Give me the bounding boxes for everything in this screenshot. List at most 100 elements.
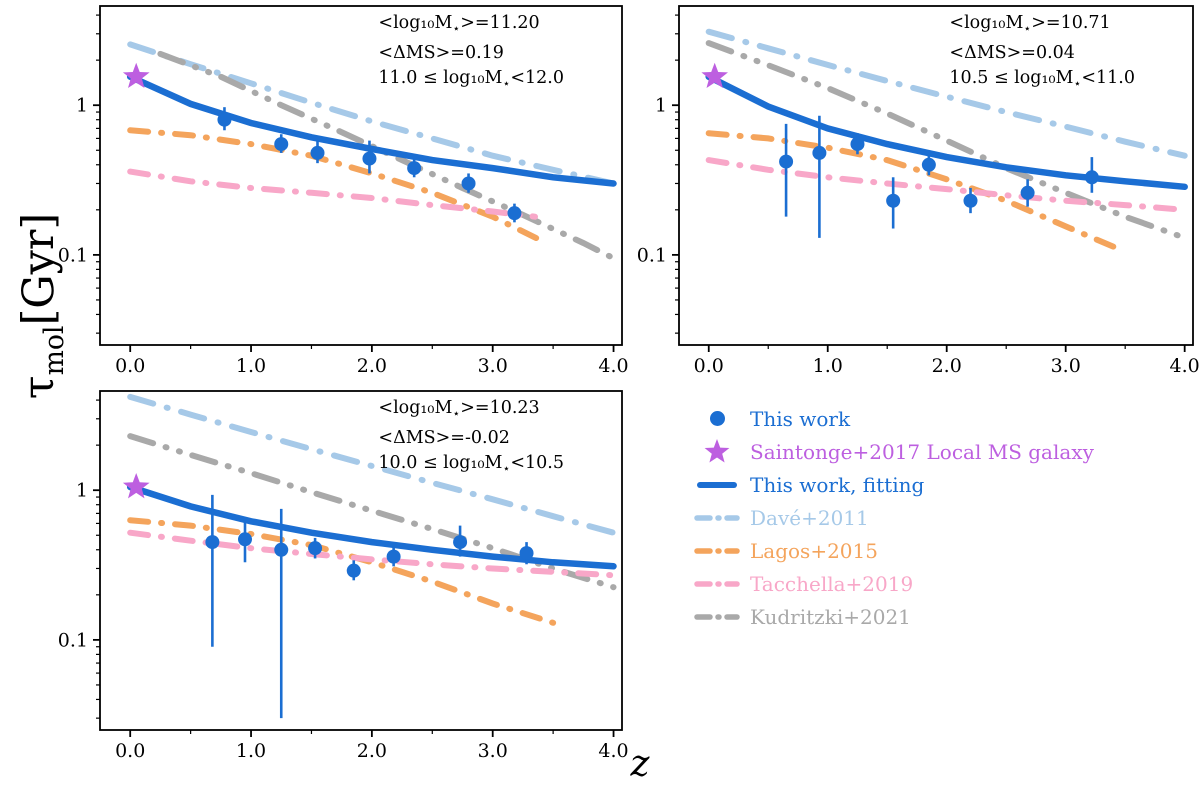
local-ms-star-icon xyxy=(122,62,150,88)
plot-svg-logm-10.0-10.5: 0.0 1.0 2.0 3.0 4.0 1 0.1 xyxy=(58,390,629,762)
fit-curve xyxy=(705,73,1188,191)
data-point xyxy=(1084,170,1099,185)
data-point xyxy=(238,532,252,547)
legend-marker xyxy=(692,438,742,466)
axes-frame xyxy=(99,390,623,731)
y-axis-label-tau: τ xyxy=(14,375,65,400)
kudritzki-curve xyxy=(127,433,617,591)
star-subscript: ⋆ xyxy=(1073,75,1082,90)
x-tick-label: 2.0 xyxy=(357,740,387,762)
annotation-line: <log₁₀M⋆>=10.71 xyxy=(949,13,1111,36)
panel-annotation: <log₁₀M⋆>=11.20 <ΔMS>=0.19 11.0 ≤ log₁₀M⋆<… xyxy=(378,11,564,95)
annotation-line: <log₁₀M⋆>=10.23 xyxy=(378,398,540,421)
annotation-line: <log₁₀M⋆>=11.20 xyxy=(378,13,540,36)
legend-item: This work xyxy=(692,406,1094,431)
local-ms-star-icon xyxy=(122,473,150,499)
annotation-line: <ΔMS>=0.19 xyxy=(378,42,504,63)
panel-logm-11.0-12.0: 0.0 1.0 2.0 3.0 4.0 1 0.1 <log₁₀M⋆>=11.20 <ΔMS>… xyxy=(58,5,629,377)
x-axis-label: z xyxy=(630,743,650,785)
y-tick-label: 0.1 xyxy=(58,244,88,266)
tacchella-curve xyxy=(127,529,617,579)
data-point xyxy=(386,549,401,564)
dashdot-line-icon xyxy=(694,514,740,521)
legend-marker xyxy=(692,411,742,426)
x-tick-label: 4.0 xyxy=(1170,355,1200,377)
x-tick-label: 2.0 xyxy=(932,355,962,377)
y-axis-label-sub: mol xyxy=(38,325,70,376)
legend-item: This work, fitting xyxy=(692,472,1094,497)
x-tick-label: 0.0 xyxy=(115,740,145,762)
legend-label: Tacchella+2019 xyxy=(750,571,914,596)
lagos-curve xyxy=(127,517,557,626)
x-tick-label: 4.0 xyxy=(598,740,628,762)
legend-marker xyxy=(692,481,742,488)
legend-item: Kudritzki+2021 xyxy=(692,604,1094,629)
y-tick-label: 1 xyxy=(76,95,88,117)
legend-label: Davé+2011 xyxy=(750,505,869,530)
dave-curve xyxy=(127,41,617,187)
star-subscript: ⋆ xyxy=(502,460,511,475)
kudritzki-curve xyxy=(157,50,617,262)
data-point xyxy=(507,206,522,221)
fit-curve xyxy=(126,483,617,570)
y-tick-label: 0.1 xyxy=(58,629,88,651)
dashdot-line-icon xyxy=(694,547,740,554)
axes-frame xyxy=(678,5,1194,346)
dave-curve xyxy=(127,393,617,536)
y-tick-label: 1 xyxy=(655,95,667,117)
y-tick-label: 0.1 xyxy=(637,244,667,266)
x-tick-label: 0.0 xyxy=(694,355,724,377)
star-subscript: ⋆ xyxy=(452,20,461,36)
data-point xyxy=(453,535,468,550)
star-subscript: ⋆ xyxy=(502,75,511,90)
annotation-line: <ΔMS>=-0.02 xyxy=(378,427,510,448)
data-point xyxy=(274,137,289,152)
x-tick-label: 3.0 xyxy=(478,740,508,762)
legend-marker xyxy=(692,579,742,589)
kudritzki-curve xyxy=(705,40,1188,241)
dave-curve xyxy=(705,28,1188,159)
legend-marker xyxy=(692,612,742,622)
legend-label: This work, fitting xyxy=(750,472,925,497)
legend-item: Davé+2011 xyxy=(692,505,1094,530)
legend-label: Lagos+2015 xyxy=(750,538,878,563)
x-tick-label: 0.0 xyxy=(115,355,145,377)
data-point xyxy=(963,193,978,208)
data-point xyxy=(850,137,865,152)
x-tick-label: 1.0 xyxy=(236,355,266,377)
tacchella-curve xyxy=(705,157,1188,213)
x-tick-label: 1.0 xyxy=(236,740,266,762)
curves-group xyxy=(705,28,1188,255)
tacchella-curve xyxy=(127,168,538,220)
data-point xyxy=(274,542,289,557)
annotation-line: 10.0 ≤ log₁₀M⋆<10.5 xyxy=(378,452,564,476)
axes-frame xyxy=(99,5,623,346)
x-tick-label: 4.0 xyxy=(598,355,628,377)
star-shape xyxy=(704,438,730,462)
star-subscript: ⋆ xyxy=(1023,20,1032,36)
data-point xyxy=(779,154,794,169)
data-point xyxy=(308,541,323,556)
data-point xyxy=(217,112,232,127)
data-point xyxy=(921,157,936,172)
data-point xyxy=(205,535,220,550)
lagos-curve xyxy=(127,127,544,244)
plot-svg-logm-11.0-12.0: 0.0 1.0 2.0 3.0 4.0 1 0.1 xyxy=(58,5,629,377)
plot-svg-logm-10.5-11.0: 0.0 1.0 2.0 3.0 4.0 1 0.1 xyxy=(637,5,1200,377)
star-subscript: ⋆ xyxy=(452,405,461,421)
panel-logm-10.5-11.0: 0.0 1.0 2.0 3.0 4.0 1 0.1 <log₁₀M⋆>=10.71 <ΔMS>… xyxy=(637,5,1200,377)
annotation-line: 10.5 ≤ log₁₀M⋆<11.0 xyxy=(949,67,1135,91)
data-point xyxy=(812,145,827,160)
legend-label: Saintonge+2017 Local MS galaxy xyxy=(750,439,1094,464)
legend-item: Tacchella+2019 xyxy=(692,571,1094,596)
annotation-line: <ΔMS>=0.04 xyxy=(949,42,1075,63)
fit-curve xyxy=(126,73,617,187)
legend-item: Lagos+2015 xyxy=(692,538,1094,563)
x-tick-label: 2.0 xyxy=(357,355,387,377)
curves-group xyxy=(126,393,617,626)
panel-annotation: <log₁₀M⋆>=10.23 <ΔMS>=-0.02 10.0 ≤ log₁₀M⋆… xyxy=(378,396,564,480)
y-axis-label: τmol[Gyr] xyxy=(14,213,70,399)
annotation-line: 11.0 ≤ log₁₀M⋆<12.0 xyxy=(378,67,564,91)
panel-logm-10.0-10.5: 0.0 1.0 2.0 3.0 4.0 1 0.1 <log₁₀M⋆>=10.23 <ΔMS>… xyxy=(58,390,629,762)
